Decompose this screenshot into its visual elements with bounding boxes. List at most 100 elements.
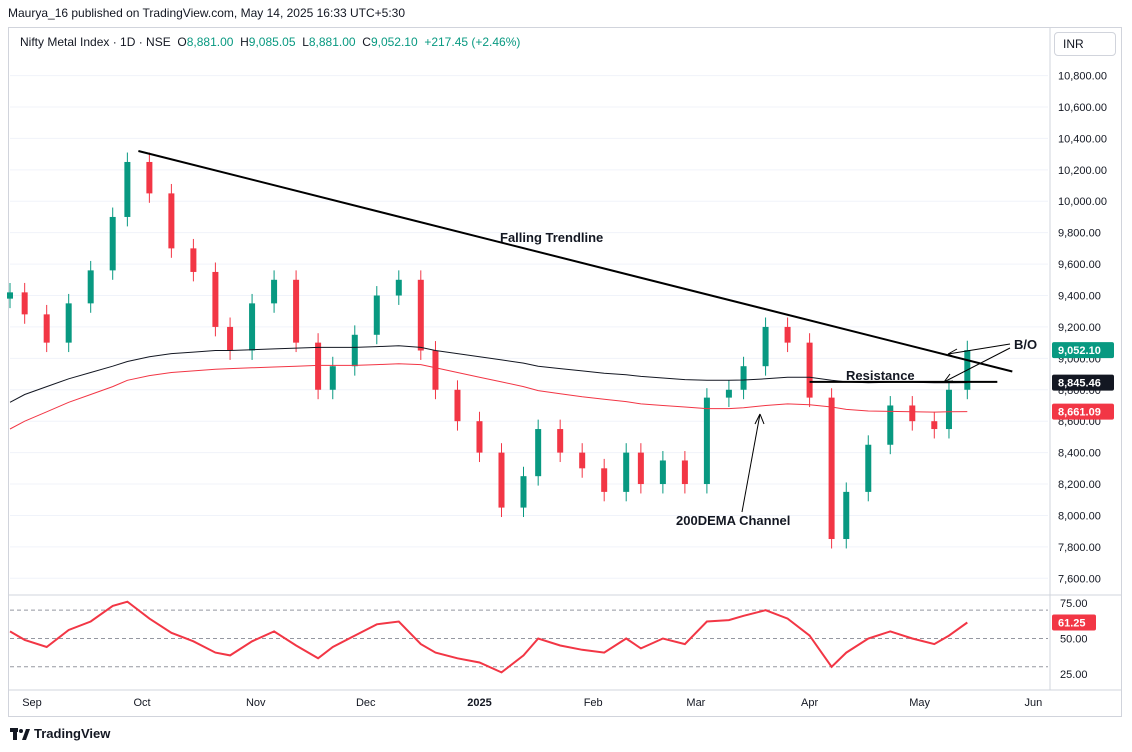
price-tick-label: 10,800.00 <box>1058 71 1107 83</box>
chart-frame <box>8 27 1122 717</box>
price-tick-label: 10,200.00 <box>1058 165 1107 177</box>
candle-body <box>476 421 483 453</box>
falling-trendline <box>138 150 1013 373</box>
candle-body <box>945 389 952 430</box>
candle-body <box>931 421 938 430</box>
candle-body <box>637 452 644 485</box>
tradingview-logo-icon <box>10 727 30 740</box>
ema-black-line <box>9 345 968 403</box>
price-tick-label: 8,000.00 <box>1058 510 1101 522</box>
candle-body <box>432 350 439 390</box>
publisher-line: Maurya_16 published on TradingView.com, … <box>8 6 406 20</box>
tradingview-brand: TradingView <box>34 726 111 741</box>
rsi-pane: 75.00 50.00 25.00 <box>9 598 1088 681</box>
channel-arrow <box>741 413 761 513</box>
low-value: 8,881.00 <box>308 35 356 49</box>
price-tags: 9,052.10 8,845.46 8,661.09 61.25 <box>1052 342 1114 631</box>
candle-body <box>87 270 94 304</box>
price-tick-label: 9,400.00 <box>1058 291 1101 303</box>
candle-body <box>7 292 13 299</box>
candle-body <box>212 271 219 327</box>
channel-label: 200DEMA Channel <box>676 513 790 528</box>
symbol-legend: Nifty Metal Index · 1D · NSE O8,881.00 H… <box>20 35 520 49</box>
candle-body <box>395 279 402 296</box>
price-tick-label: 8,400.00 <box>1058 448 1101 460</box>
candle-body <box>843 491 850 540</box>
price-tick-label: 10,000.00 <box>1058 196 1107 208</box>
candle-body <box>227 326 234 351</box>
ema-black-tag-bg <box>1052 374 1114 391</box>
rsi-tick-label: 25.00 <box>1060 669 1088 681</box>
close-label: C <box>362 35 371 49</box>
change-value: +217.45 (+2.46%) <box>424 35 521 49</box>
channel-arrowhead <box>754 413 765 425</box>
price-tick-label: 8,200.00 <box>1058 479 1101 491</box>
breakout-arrowhead-2 <box>943 373 954 383</box>
symbol-title[interactable]: Nifty Metal Index · 1D · NSE <box>20 35 171 49</box>
candle-body <box>168 193 175 249</box>
price-tick-label: 7,800.00 <box>1058 542 1101 554</box>
candle-body <box>909 405 916 422</box>
candle-body <box>351 334 358 367</box>
candle-body <box>740 366 747 390</box>
time-tick-label: Oct <box>133 697 150 709</box>
close-price-tag-bg <box>1052 342 1114 359</box>
breakout-arrowhead-1 <box>947 348 958 359</box>
candle-body <box>315 342 322 390</box>
rsi-value-tag: 61.25 <box>1058 618 1086 630</box>
high-value: 9,085.05 <box>248 35 296 49</box>
time-tick-label: Feb <box>584 697 603 709</box>
time-tick-label: Mar <box>686 697 705 709</box>
time-tick-label: May <box>909 697 930 709</box>
rsi-tick-label: 50.00 <box>1060 633 1088 645</box>
candle-body <box>623 452 630 492</box>
candle-body <box>520 476 527 508</box>
candle-body <box>806 342 813 398</box>
candle-body <box>271 279 278 304</box>
breakout-arrow-1 <box>947 343 1011 355</box>
price-tick-label: 9,200.00 <box>1058 322 1101 334</box>
price-tick-label: 10,600.00 <box>1058 102 1107 114</box>
candle-body <box>601 468 608 492</box>
open-value: 8,881.00 <box>186 35 234 49</box>
price-tick-label: 10,400.00 <box>1058 133 1107 145</box>
ema-layer <box>9 345 968 430</box>
price-tick-label: 9,600.00 <box>1058 259 1101 271</box>
time-axis: Sep Oct Nov Dec 2025 Feb Mar Apr May Jun <box>22 697 1042 709</box>
low-label: L <box>302 35 309 49</box>
ema-red-tag: 8,661.09 <box>1058 407 1101 419</box>
rsi-tag-bg <box>1052 614 1096 631</box>
price-tick-label: 7,600.00 <box>1058 573 1101 585</box>
candle-body <box>124 161 131 217</box>
time-tick-label: Jun <box>1024 697 1042 709</box>
candle-body <box>43 314 50 343</box>
time-tick-label: Sep <box>22 697 42 709</box>
candle-body <box>329 366 336 390</box>
price-axis: 10,800.00 10,600.00 10,400.00 10,200.00 10,0… <box>1058 71 1107 586</box>
candle-body <box>557 429 564 453</box>
currency-button[interactable]: INR <box>1054 32 1116 56</box>
candle-body <box>828 397 835 540</box>
drawings-layer: Falling Trendline Resistance 200DEMA Chann… <box>138 150 1037 528</box>
candle-body <box>146 161 153 194</box>
candle-body <box>681 460 688 485</box>
candle-body <box>373 295 380 335</box>
breakout-arrow-2 <box>943 347 1011 383</box>
candle-body <box>65 303 72 343</box>
candle-body <box>417 279 424 351</box>
rsi-line <box>9 600 968 674</box>
candle-body <box>579 452 586 469</box>
high-label: H <box>240 35 249 49</box>
candle-body <box>190 248 197 272</box>
ema-red-line <box>9 363 968 430</box>
open-label: O <box>177 35 187 49</box>
trendline-label: Falling Trendline <box>500 230 603 245</box>
candle-body <box>109 216 116 271</box>
candle-body <box>21 292 28 315</box>
tradingview-logo[interactable]: TradingView <box>10 726 110 741</box>
ema-red-tag-bg <box>1052 403 1114 420</box>
ema-black-tag: 8,845.46 <box>1058 378 1101 390</box>
breakout-label: B/O <box>1014 337 1037 352</box>
candles-layer <box>7 152 971 549</box>
